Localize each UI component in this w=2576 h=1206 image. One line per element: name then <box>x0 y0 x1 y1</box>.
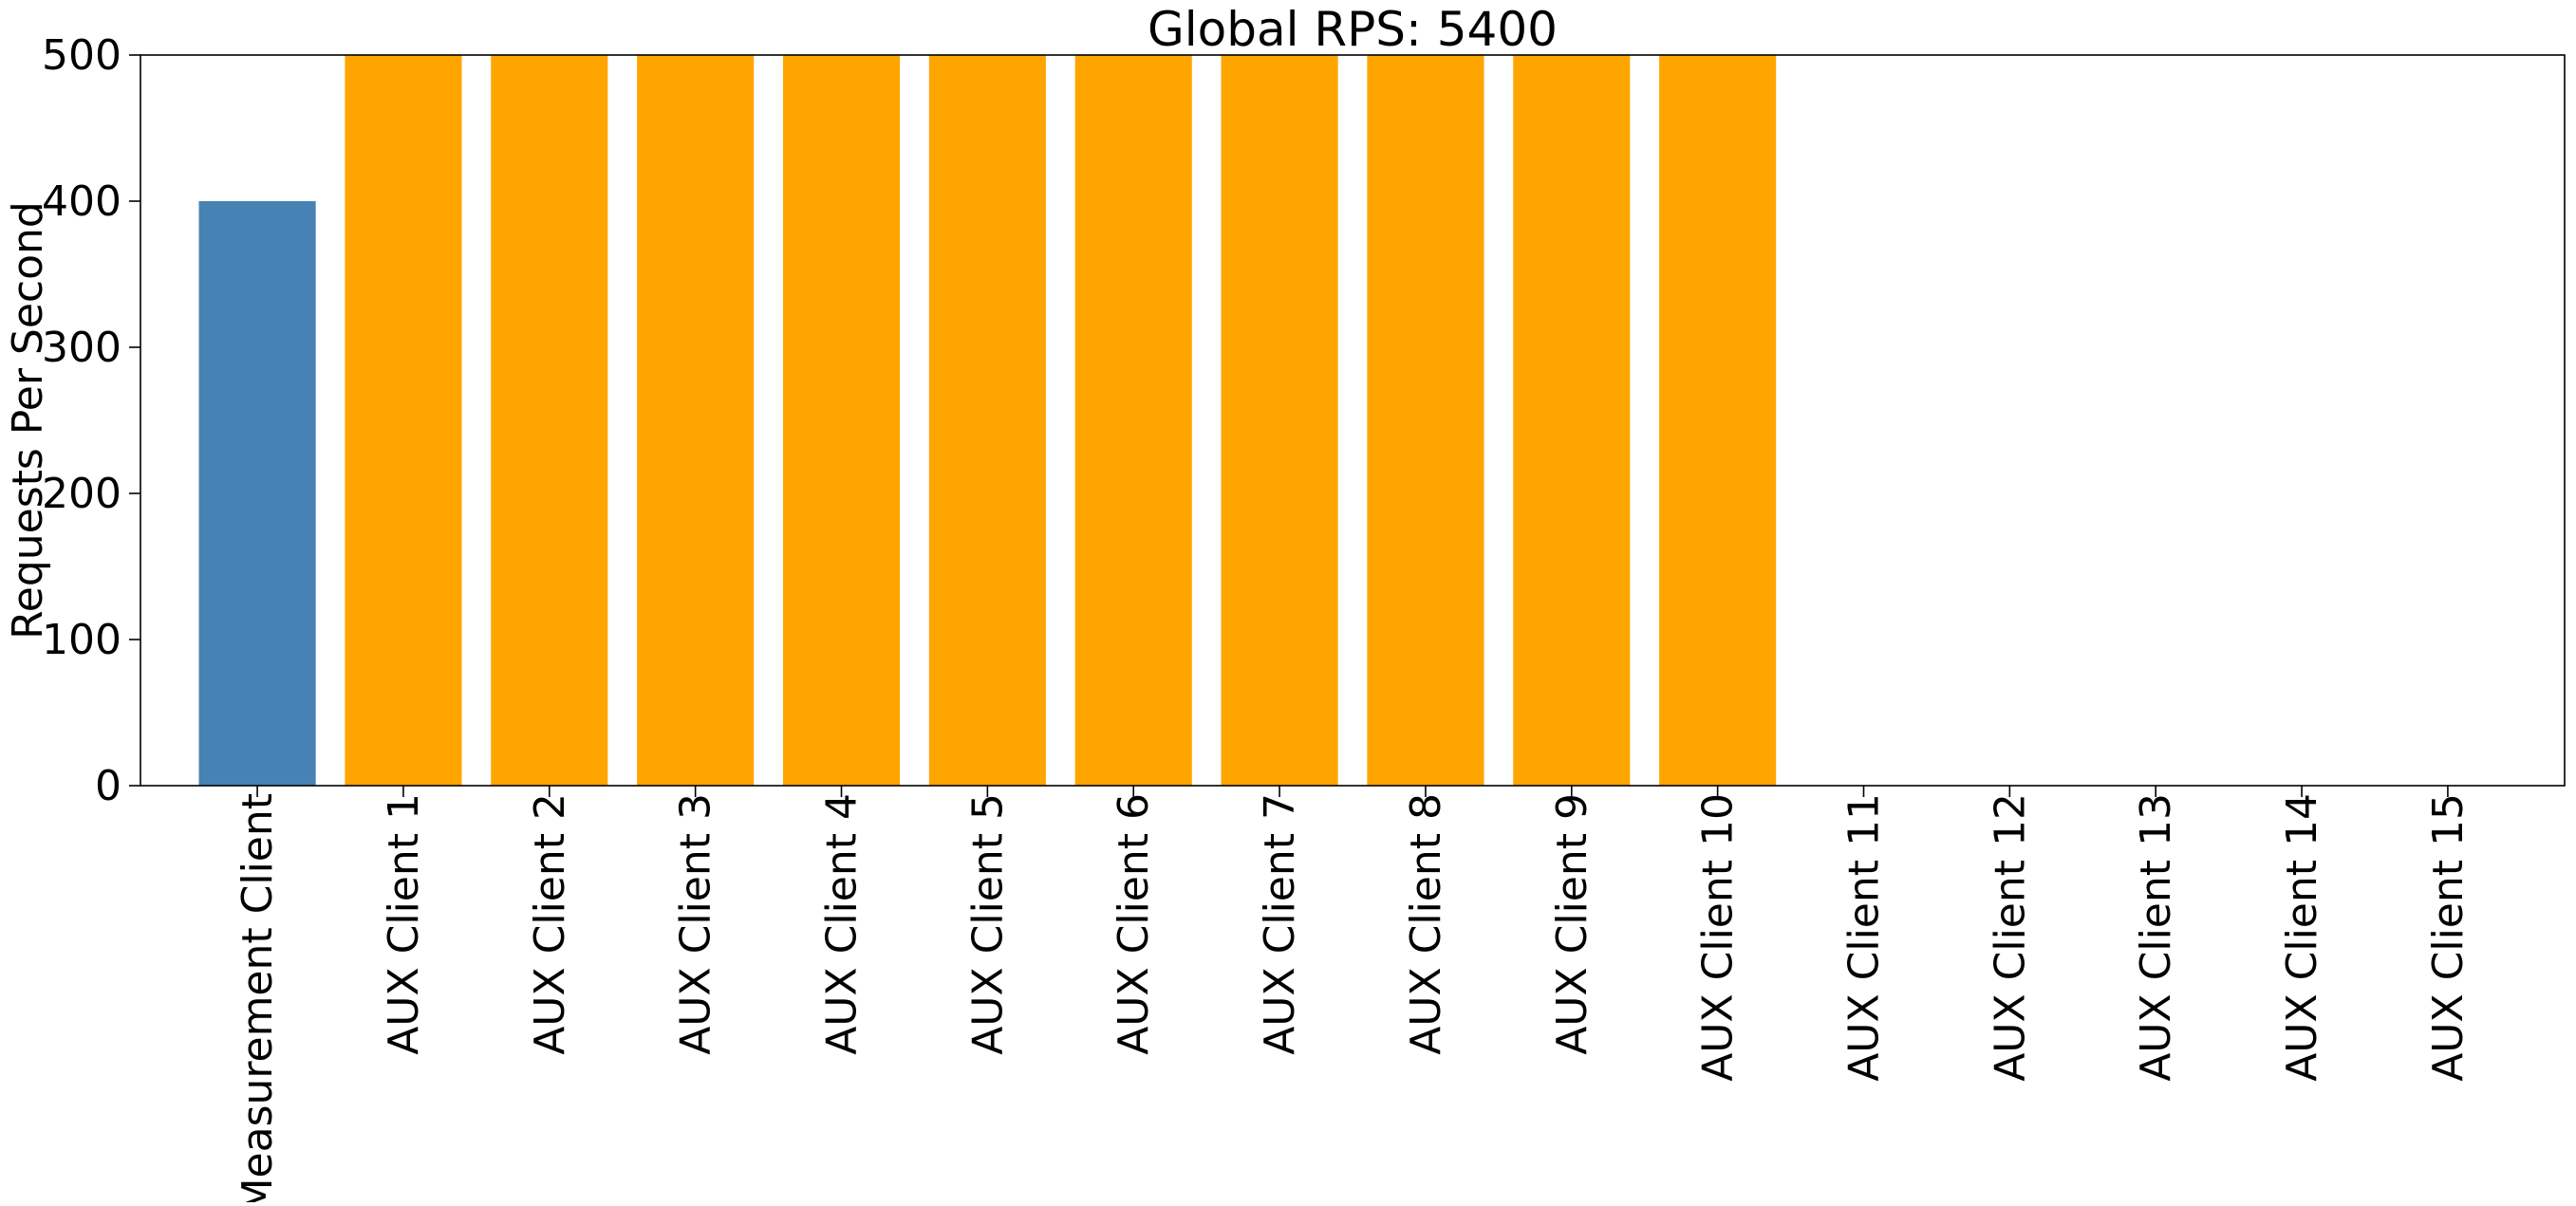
bar <box>1074 55 1192 786</box>
y-tick-label: 0 <box>95 762 121 810</box>
bar <box>198 201 316 786</box>
x-tick-label: AUX Client 5 <box>963 793 1012 1055</box>
bar <box>491 55 608 786</box>
x-tick-label: Measurement Client <box>233 793 282 1202</box>
y-tick-label: 300 <box>42 324 121 372</box>
x-tick-label: AUX Client 12 <box>1986 793 2034 1082</box>
x-tick-label: AUX Client 11 <box>1839 793 1888 1082</box>
x-tick-label: AUX Client 6 <box>1110 793 1158 1055</box>
bar <box>345 55 462 786</box>
y-tick-label: 200 <box>42 470 121 518</box>
bars-group <box>198 55 1777 786</box>
y-tick-label: 500 <box>42 31 121 80</box>
x-tick-label: AUX Client 2 <box>526 793 574 1055</box>
y-axis-label: Requests Per Second <box>4 201 52 640</box>
x-tick-label: AUX Client 1 <box>380 793 428 1055</box>
chart-title: Global RPS: 5400 <box>1148 2 1558 57</box>
bar <box>1659 55 1777 786</box>
bar <box>782 55 901 786</box>
y-tick-label: 100 <box>42 616 121 664</box>
y-axis-ticks: 0 100 200 300 400 500 <box>42 31 140 810</box>
bar <box>1367 55 1484 786</box>
bar <box>637 55 755 786</box>
x-tick-label: AUX Client 9 <box>1548 793 1596 1055</box>
x-tick-label: AUX Client 8 <box>1402 793 1450 1055</box>
x-tick-label: AUX Client 10 <box>1694 793 1743 1082</box>
x-tick-label: AUX Client 13 <box>2132 793 2180 1082</box>
x-tick-label: AUX Client 14 <box>2278 793 2326 1082</box>
x-tick-label: AUX Client 15 <box>2424 793 2473 1082</box>
bar <box>928 55 1046 786</box>
x-tick-label: AUX Client 4 <box>818 793 867 1055</box>
x-tick-label: AUX Client 3 <box>672 793 720 1055</box>
plot-frame <box>140 54 2566 787</box>
y-tick-label: 400 <box>42 177 121 226</box>
x-axis-ticks: Measurement Client AUX Client 1 AUX Client… <box>233 786 2473 1206</box>
bar <box>1221 55 1338 786</box>
x-tick-label: AUX Client 7 <box>1256 793 1304 1055</box>
bar <box>1513 55 1631 786</box>
